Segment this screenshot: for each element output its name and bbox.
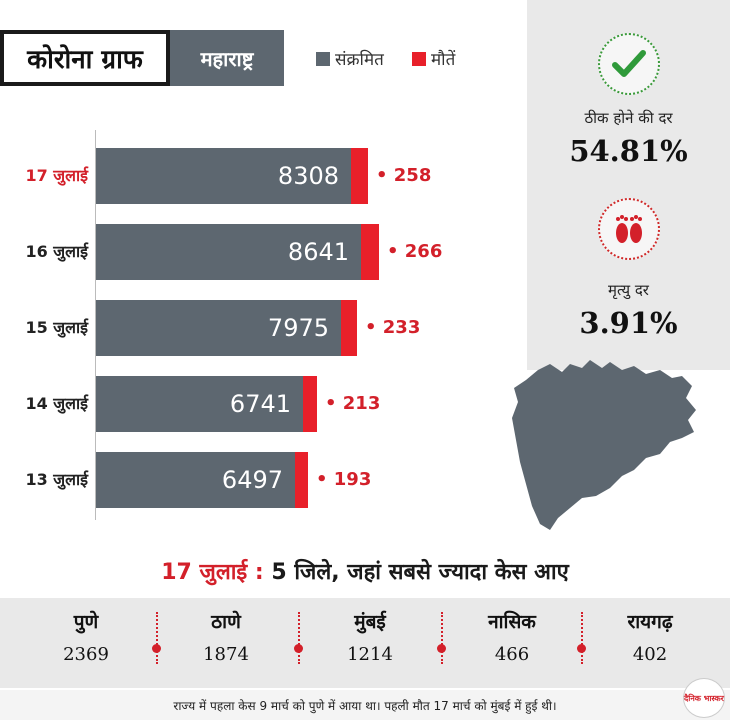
infected-value: 8641 bbox=[287, 238, 349, 266]
district-divider bbox=[441, 612, 444, 664]
death-value: • 233 bbox=[365, 317, 421, 338]
footer-note: राज्य में पहला केस 9 मार्च को पुणे में आ… bbox=[0, 690, 730, 720]
date-label: 17 जुलाई bbox=[25, 166, 88, 185]
infected-bar bbox=[96, 376, 303, 432]
death-value: • 266 bbox=[387, 241, 443, 262]
infected-bar bbox=[96, 452, 295, 508]
chart-title: कोरोना ग्राफ bbox=[0, 30, 170, 86]
infected-value: 6741 bbox=[229, 390, 291, 418]
legend-deaths: मौतें bbox=[412, 47, 455, 70]
recovery-badge bbox=[598, 33, 660, 95]
district-divider-dot bbox=[152, 644, 161, 653]
check-icon bbox=[612, 50, 646, 77]
district-value: 1874 bbox=[203, 644, 249, 665]
district-name: पुणे bbox=[73, 611, 99, 633]
date-label: 16 जुलाई bbox=[25, 242, 88, 261]
district-value: 2369 bbox=[63, 644, 109, 665]
mortality-badge bbox=[598, 198, 660, 260]
chart-axis bbox=[95, 130, 96, 520]
district-divider-dot bbox=[577, 644, 586, 653]
district-item: पुणे 2369 bbox=[31, 608, 141, 665]
district-item: रायगढ़ 402 bbox=[595, 608, 705, 665]
legend-infected: संक्रमित bbox=[316, 47, 384, 70]
district-item: ठाणे 1874 bbox=[171, 608, 281, 665]
legend-swatch-deaths bbox=[412, 51, 426, 66]
district-name: ठाणे bbox=[211, 611, 241, 633]
district-name: रायगढ़ bbox=[627, 611, 673, 633]
death-value: • 193 bbox=[316, 469, 372, 490]
district-name: नासिक bbox=[488, 611, 536, 633]
district-value: 1214 bbox=[347, 644, 393, 665]
district-name: मुंबई bbox=[354, 611, 386, 633]
footprints-icon bbox=[616, 215, 642, 243]
district-item: मुंबई 1214 bbox=[315, 608, 425, 665]
death-bar bbox=[295, 452, 308, 508]
recovery-label: ठीक होने की दर bbox=[584, 109, 673, 127]
death-value: • 258 bbox=[376, 165, 432, 186]
stats-panel: ठीक होने की दर 54.81% मृत्यु दर 3.91% bbox=[527, 0, 730, 370]
date-label: 13 जुलाई bbox=[25, 470, 88, 489]
legend-label-deaths: मौतें bbox=[431, 50, 456, 70]
death-value: • 213 bbox=[325, 393, 381, 414]
death-bar bbox=[361, 224, 379, 280]
headline-date: 17 जुलाई bbox=[161, 560, 248, 585]
district-divider bbox=[298, 612, 301, 664]
state-label: महाराष्ट्र bbox=[170, 30, 284, 86]
recovery-value: 54.81% bbox=[569, 134, 688, 168]
infected-bar bbox=[96, 148, 351, 204]
infected-value: 6497 bbox=[221, 466, 283, 494]
death-bar bbox=[303, 376, 317, 432]
mortality-value: 3.91% bbox=[579, 306, 678, 340]
district-value: 402 bbox=[632, 644, 668, 665]
infected-bar bbox=[96, 300, 341, 356]
legend-swatch-infected bbox=[316, 51, 330, 66]
district-divider-dot bbox=[437, 644, 446, 653]
district-divider bbox=[581, 612, 584, 664]
legend-label-infected: संक्रमित bbox=[335, 50, 384, 70]
infected-bar bbox=[96, 224, 361, 280]
publisher-logo: दैनिक भास्कर bbox=[683, 678, 725, 718]
death-bar bbox=[341, 300, 357, 356]
date-label: 15 जुलाई bbox=[25, 318, 88, 337]
headline-separator: : bbox=[247, 560, 272, 585]
districts-headline: 17 जुलाई : 5 जिले, जहां सबसे ज्यादा केस … bbox=[0, 556, 730, 586]
district-item: नासिक 466 bbox=[457, 608, 567, 665]
death-bar bbox=[351, 148, 368, 204]
date-label: 14 जुलाई bbox=[25, 394, 88, 413]
infected-value: 8308 bbox=[277, 162, 339, 190]
district-value: 466 bbox=[494, 644, 530, 665]
maharashtra-map bbox=[512, 360, 696, 530]
district-divider-dot bbox=[294, 644, 303, 653]
mortality-label: मृत्यु दर bbox=[608, 281, 649, 299]
districts-band bbox=[0, 598, 730, 688]
infected-value: 7975 bbox=[267, 314, 329, 342]
district-divider bbox=[156, 612, 159, 664]
headline-text: 5 जिले, जहां सबसे ज्यादा केस आए bbox=[271, 560, 569, 585]
